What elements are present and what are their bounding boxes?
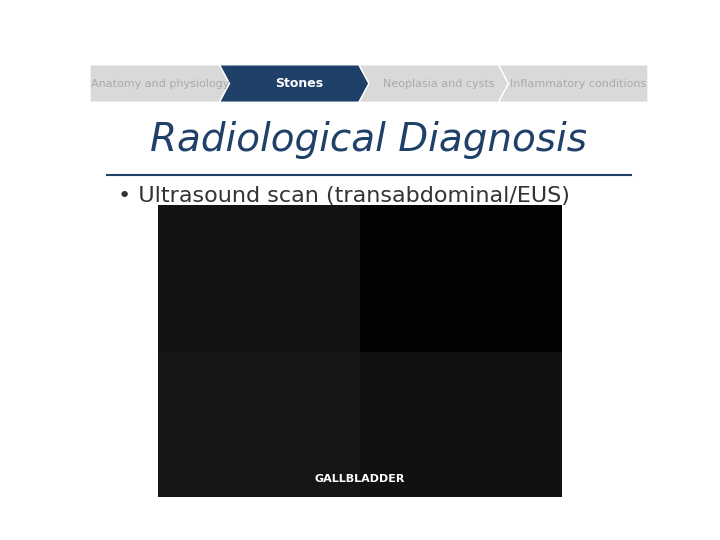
Polygon shape [498, 65, 648, 102]
Text: GALLBLADDER: GALLBLADDER [315, 474, 405, 484]
Text: Inflammatory conditions: Inflammatory conditions [510, 78, 647, 89]
Polygon shape [359, 65, 508, 102]
Polygon shape [90, 65, 230, 102]
Text: Neoplasia and cysts: Neoplasia and cysts [383, 78, 495, 89]
Text: Anatomy and physiology: Anatomy and physiology [91, 78, 229, 89]
Text: https://easternliver.net: https://easternliver.net [282, 457, 456, 472]
Text: • Ultrasound scan (transabdominal/EUS): • Ultrasound scan (transabdominal/EUS) [118, 186, 570, 206]
Text: Stones: Stones [275, 77, 323, 90]
Text: Radiological Diagnosis: Radiological Diagnosis [150, 120, 588, 159]
Polygon shape [220, 65, 369, 102]
